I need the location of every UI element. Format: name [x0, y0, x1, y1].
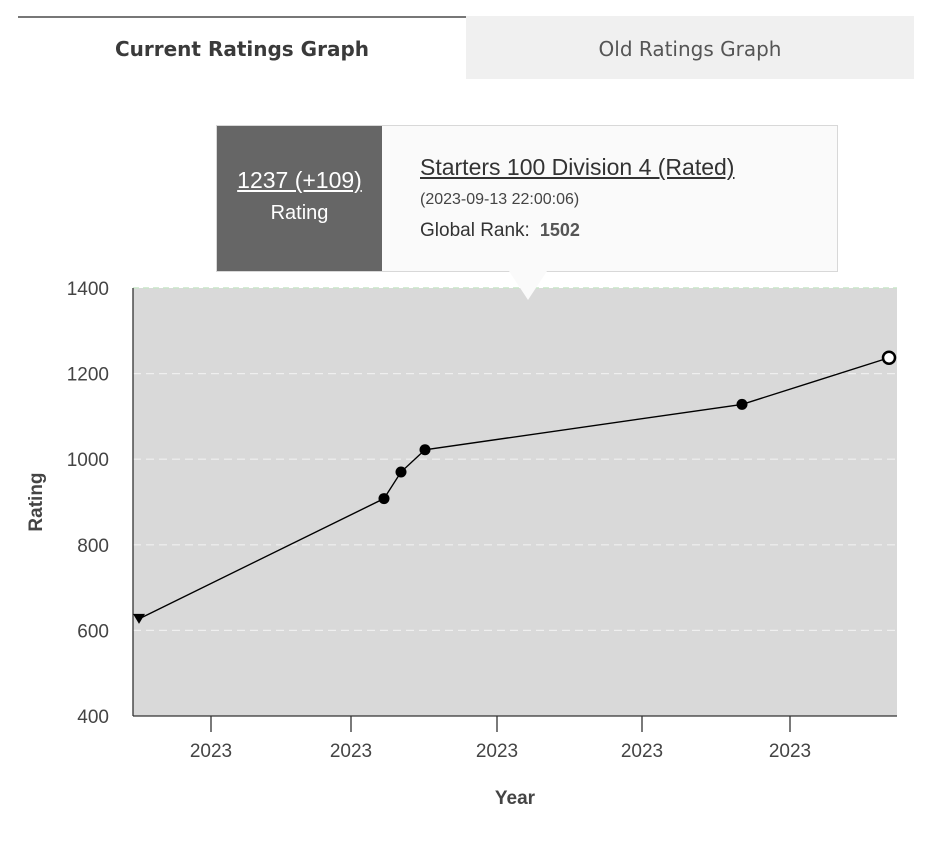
x-tick-label: 2023 — [621, 741, 663, 762]
tooltip-contest-link[interactable]: Starters 100 Division 4 (Rated) — [420, 154, 735, 180]
x-tick-label: 2023 — [330, 741, 372, 762]
tab-bar: Current Ratings Graph Old Ratings Graph — [18, 16, 914, 79]
plot-area — [133, 288, 897, 716]
tooltip-rating-value[interactable]: 1237 (+109) — [237, 166, 362, 193]
tooltip-datetime: (2023-09-13 22:00:06) — [420, 191, 580, 208]
tooltip-pointer — [509, 271, 547, 300]
tooltip-contest-panel: Starters 100 Division 4 (Rated) (2023-09… — [382, 126, 837, 271]
y-tick-label: 800 — [77, 536, 109, 557]
rating-tooltip: 1237 (+109) Rating Starters 100 Division… — [216, 125, 838, 300]
rating-point-marker-current[interactable] — [881, 350, 897, 366]
y-tick-label: 1200 — [67, 365, 109, 386]
x-axis-title: Year — [495, 788, 536, 809]
x-tick-label: 2023 — [476, 741, 518, 762]
rating-line — [138, 357, 890, 620]
tooltip-global-rank: Global Rank: 1502 — [420, 220, 837, 242]
tab-old-ratings-graph[interactable]: Old Ratings Graph — [466, 16, 914, 79]
y-tick-label: 400 — [77, 707, 109, 728]
tooltip-rank-label: Global Rank: — [420, 220, 530, 241]
tooltip-rating-label: Rating — [270, 201, 329, 224]
rating-point-marker[interactable] — [133, 613, 145, 624]
y-axis-title: Rating — [26, 472, 47, 531]
y-tick-label: 1400 — [67, 279, 109, 300]
tab-current-ratings-graph[interactable]: Current Ratings Graph — [18, 16, 466, 79]
x-tick-label: 2023 — [190, 741, 232, 762]
rating-point-marker[interactable] — [395, 466, 407, 478]
y-tick-label: 1000 — [67, 450, 109, 471]
rating-point-marker[interactable] — [378, 493, 390, 505]
tooltip-rank-value: 1502 — [539, 220, 580, 240]
rating-point-marker[interactable] — [419, 444, 431, 456]
rating-point-marker[interactable] — [736, 398, 748, 410]
tooltip-rating-panel: 1237 (+109) Rating — [217, 126, 382, 271]
y-tick-label: 600 — [77, 621, 109, 642]
x-tick-label: 2023 — [769, 741, 811, 762]
